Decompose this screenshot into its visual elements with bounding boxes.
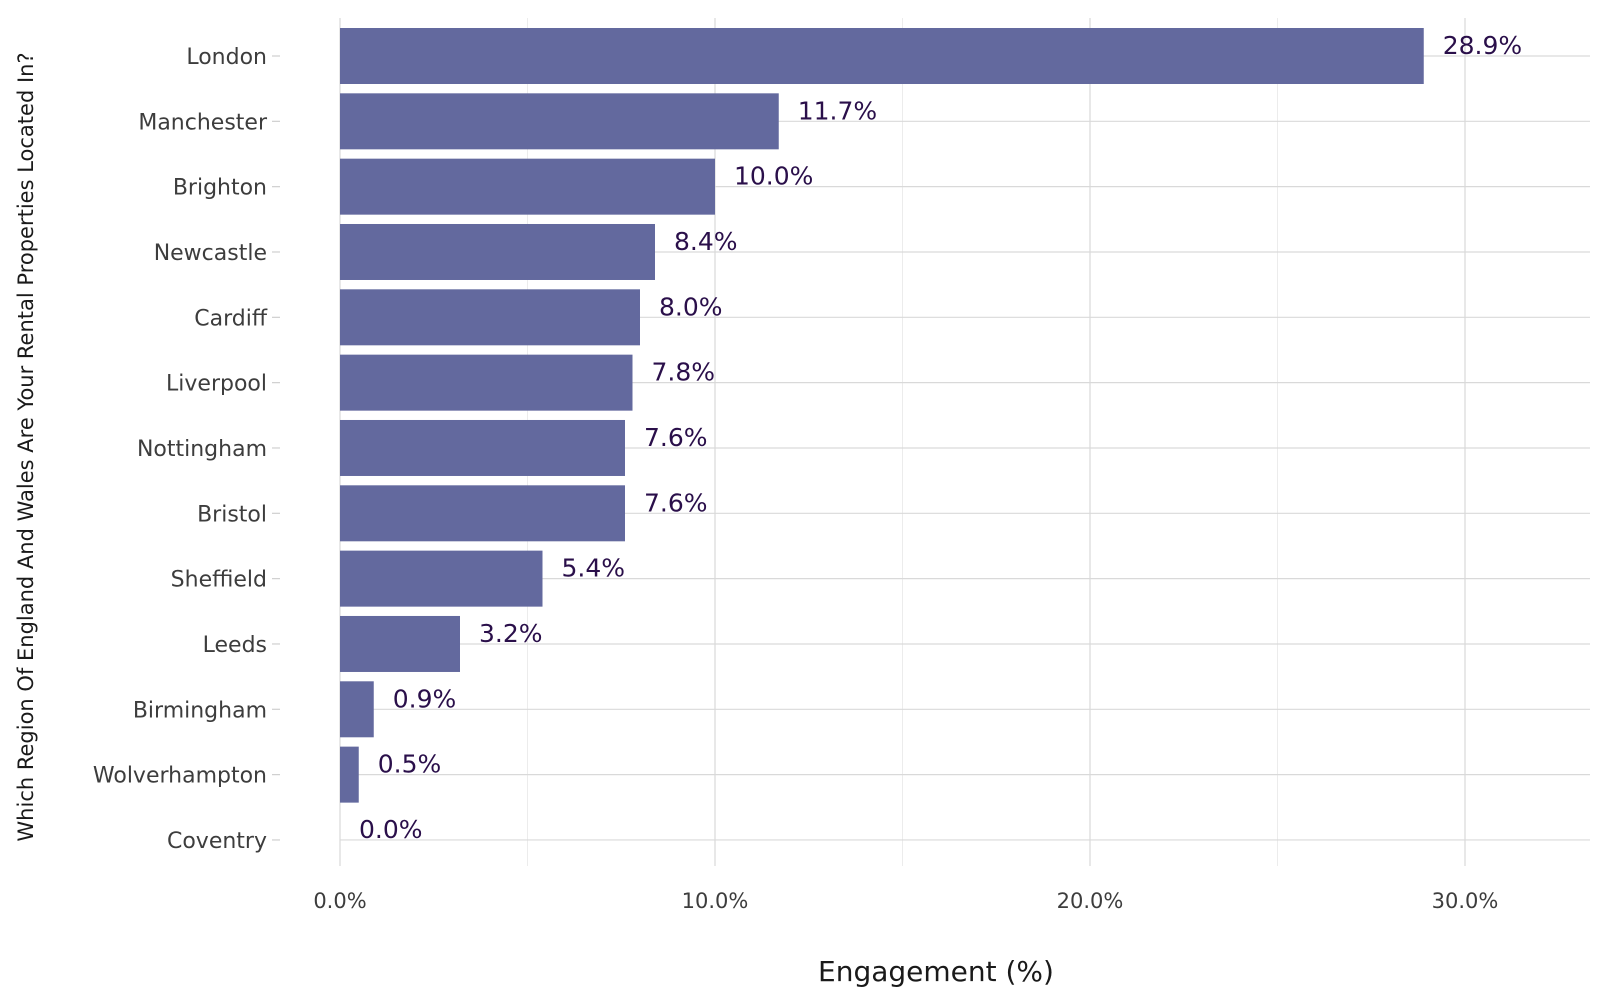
bar-newcastle [340,223,655,280]
category-label-bristol: Bristol [197,502,267,527]
data-label-birmingham: 0.9% [393,684,457,713]
bar-manchester [340,93,779,150]
data-label-wolverhampton: 0.5% [378,750,442,779]
data-label-nottingham: 7.6% [644,423,708,452]
category-axis: London Manchester Brighton Newcastle Cardiff… [93,45,280,854]
category-label-coventry: Coventry [167,829,267,854]
data-label-cardiff: 8.0% [659,292,723,321]
category-label-sheffield: Sheffield [171,568,267,593]
bar-birmingham [340,681,374,738]
category-label-brighton: Brighton [173,176,267,201]
x-tick-label: 10.0% [682,889,749,913]
y-axis-title: Which Region Of England And Wales Are Yo… [14,52,38,841]
bar-leeds [340,615,460,672]
bar-liverpool [340,354,633,411]
data-label-liverpool: 7.8% [652,358,716,387]
bar-sheffield [340,550,543,607]
category-label-nottingham: Nottingham [137,437,267,462]
data-label-bristol: 7.6% [644,488,708,517]
data-label-manchester: 11.7% [798,96,877,125]
category-label-liverpool: Liverpool [166,372,267,397]
bar-bristol [340,485,625,542]
data-labels: 28.9% 11.7% 10.0% 8.4% 8.0% 7.8% 7.6% 7.6% 5.4% 3… [359,31,1522,844]
data-label-leeds: 3.2% [479,619,543,648]
bars [340,28,1424,803]
data-label-coventry: 0.0% [359,815,423,844]
x-tick-label: 0.0% [313,889,366,913]
bar-cardiff [340,289,640,346]
data-label-sheffield: 5.4% [562,554,626,583]
bar-brighton [340,158,715,215]
data-label-london: 28.9% [1443,31,1522,60]
x-axis-ticks: 0.0% 10.0% 20.0% 30.0% [313,889,1498,913]
category-label-leeds: Leeds [203,633,267,658]
x-axis-title: Engagement (%) [818,955,1054,988]
category-label-wolverhampton: Wolverhampton [93,764,267,789]
category-label-birmingham: Birmingham [133,698,267,723]
bar-wolverhampton [340,746,359,803]
bar-nottingham [340,419,625,476]
category-label-newcastle: Newcastle [154,241,267,266]
data-label-brighton: 10.0% [734,162,813,191]
category-label-cardiff: Cardiff [194,306,268,331]
x-tick-label: 20.0% [1057,889,1124,913]
data-label-newcastle: 8.4% [674,227,738,256]
x-tick-label: 30.0% [1432,889,1499,913]
bar-london [340,28,1424,84]
category-label-manchester: Manchester [138,110,268,135]
category-label-london: London [186,45,267,70]
